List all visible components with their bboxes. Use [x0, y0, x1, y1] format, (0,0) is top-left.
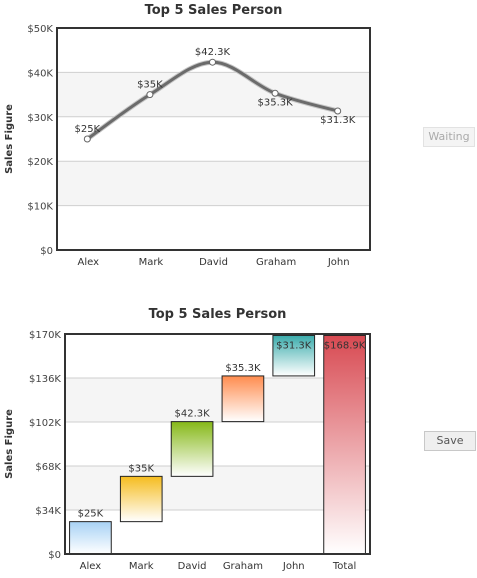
bar	[272, 334, 316, 377]
save-button[interactable]: Save	[424, 431, 476, 451]
y-tick-label: $20K	[27, 157, 53, 168]
data-point	[334, 107, 342, 115]
data-label: $31.3K	[276, 340, 312, 351]
grid-band	[57, 161, 370, 206]
x-tick-label: John	[282, 561, 305, 572]
y-tick-label: $170K	[29, 330, 61, 341]
data-label: $168.9K	[324, 340, 366, 351]
data-label: $35K	[137, 80, 163, 91]
data-label: $42.3K	[195, 47, 231, 58]
x-tick-label: Mark	[129, 561, 154, 572]
x-tick-label: Total	[332, 561, 356, 572]
grid-band	[57, 72, 370, 117]
y-axis-label: Sales Figure	[4, 409, 15, 479]
plot-border	[64, 333, 371, 555]
data-point	[209, 58, 216, 66]
bar	[170, 421, 214, 477]
y-tick-label: $0	[40, 246, 53, 257]
x-tick-label: Graham	[256, 257, 296, 268]
x-tick-label: Alex	[78, 257, 100, 268]
y-tick-label: $136K	[29, 374, 61, 385]
grid-band	[65, 378, 370, 422]
x-tick-label: Graham	[223, 561, 263, 572]
data-label: $35.3K	[225, 363, 261, 374]
bar	[119, 475, 163, 523]
data-label: $25K	[78, 509, 104, 520]
line-chart: Top 5 Sales Person $0 $10K $20K $30K $40K $50K…	[0, 0, 380, 280]
data-label: $31.3K	[320, 115, 356, 126]
data-point	[83, 135, 91, 143]
y-tick-label: $34K	[35, 506, 61, 517]
y-tick-label: $102K	[29, 418, 61, 429]
data-label: $35.3K	[258, 97, 294, 108]
bar	[323, 334, 366, 555]
x-tick-label: David	[178, 561, 207, 572]
data-label: $42.3K	[174, 409, 210, 420]
data-point	[271, 89, 279, 97]
plot-border	[56, 27, 371, 251]
y-tick-label: $30K	[27, 113, 53, 124]
x-tick-label: Mark	[139, 257, 164, 268]
y-axis-label: Sales Figure	[4, 104, 15, 174]
chart-title: Top 5 Sales Person	[149, 307, 287, 322]
waterfall-chart-svg: Top 5 Sales Person $0 $34K $68K $102K $136K $1…	[4, 307, 371, 572]
x-tick-label: David	[199, 257, 228, 268]
x-tick-label: John	[327, 257, 350, 268]
bar	[69, 521, 112, 555]
waterfall-chart: Top 5 Sales Person $0 $34K $68K $102K $136K $1…	[0, 300, 380, 574]
y-tick-label: $50K	[27, 24, 53, 35]
y-tick-label: $40K	[27, 68, 53, 79]
data-label: $25K	[74, 124, 100, 135]
bar	[221, 375, 265, 423]
y-tick-label: $10K	[27, 202, 53, 213]
data-point	[146, 91, 154, 99]
data-label: $35K	[128, 463, 154, 474]
chart-title: Top 5 Sales Person	[145, 3, 283, 18]
line-chart-svg: Top 5 Sales Person $0 $10K $20K $30K $40K $50K…	[4, 3, 371, 268]
grid-band	[65, 466, 370, 510]
x-tick-label: Alex	[80, 561, 102, 572]
waiting-button: Waiting	[423, 127, 475, 147]
y-tick-label: $0	[48, 550, 61, 561]
y-tick-label: $68K	[35, 462, 61, 473]
